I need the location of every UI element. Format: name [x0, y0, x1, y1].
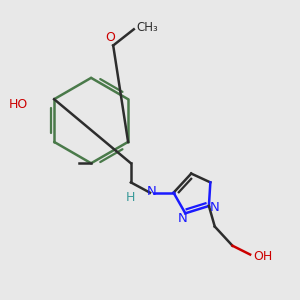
Text: HO: HO [9, 98, 28, 111]
Text: N: N [209, 201, 219, 214]
Text: N: N [147, 185, 156, 198]
Text: O: O [105, 31, 115, 44]
Text: H: H [126, 190, 136, 204]
Text: N: N [178, 212, 187, 225]
Text: OH: OH [253, 250, 272, 262]
Text: CH₃: CH₃ [137, 21, 158, 34]
